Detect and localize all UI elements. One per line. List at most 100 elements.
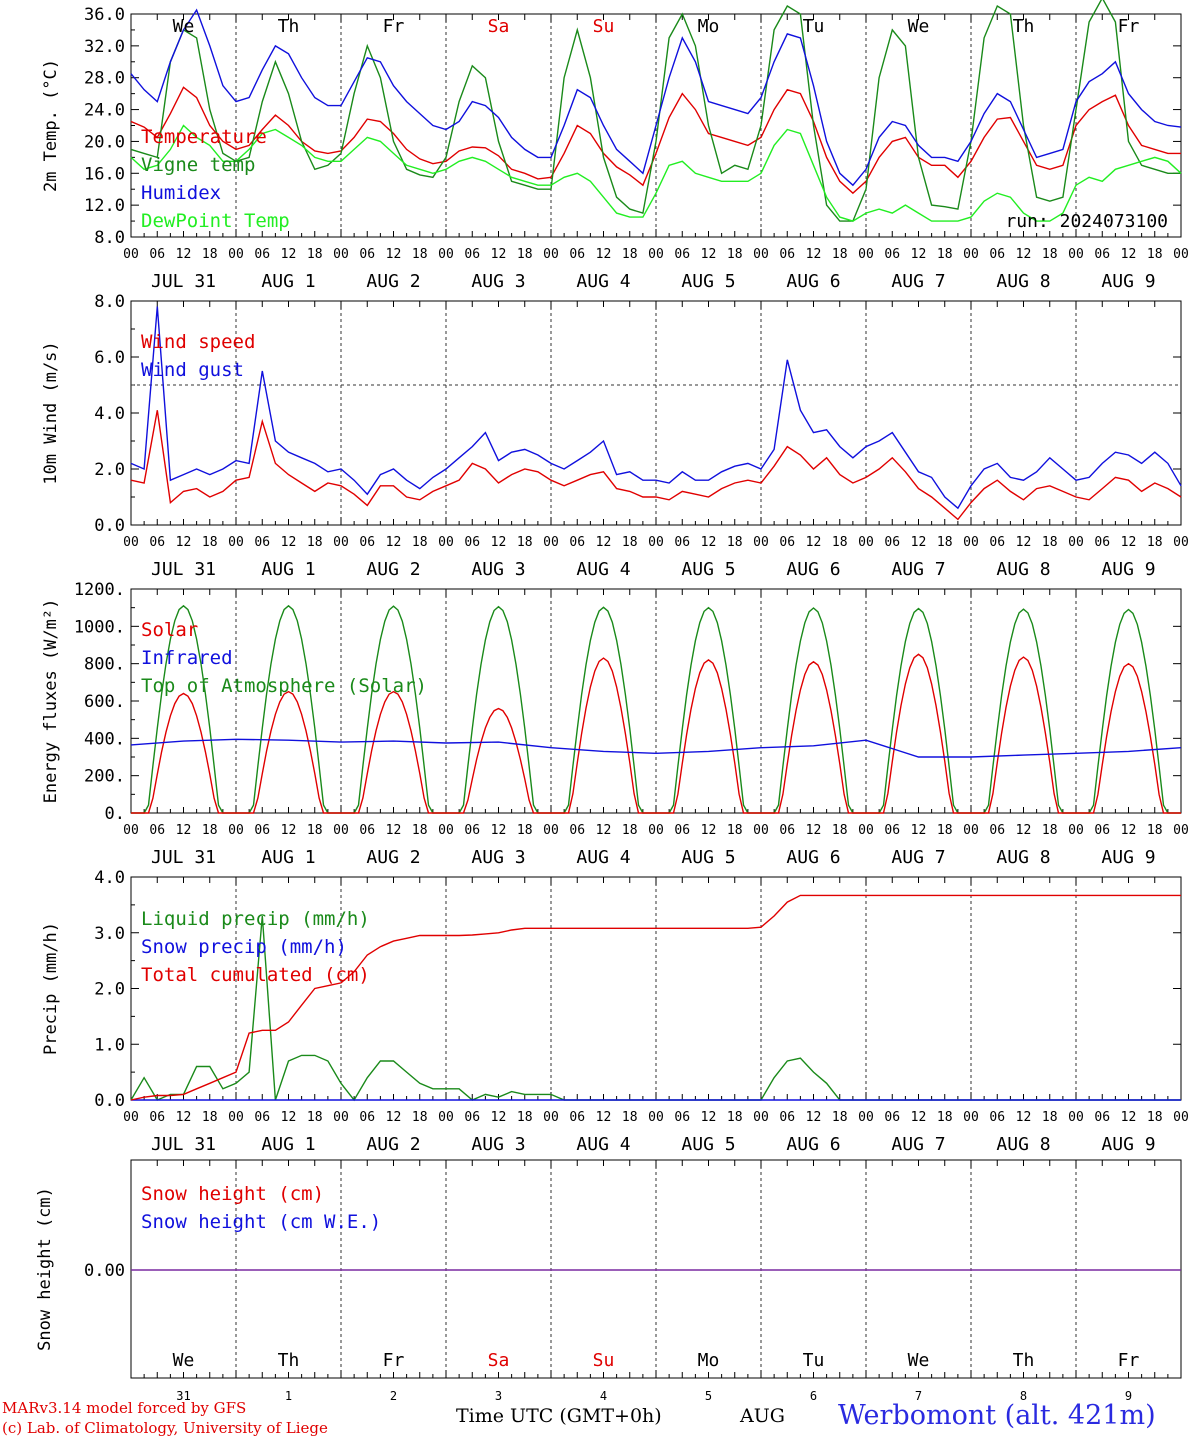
- wind-date-label: AUG 1: [261, 559, 315, 580]
- model-credit: MARv3.14 model forced by GFS: [2, 1399, 247, 1417]
- temperature-date-label: AUG 3: [471, 271, 525, 292]
- wind-date-label: AUG 6: [786, 559, 840, 580]
- weekday-label: Mo: [698, 16, 720, 37]
- precip-y-tick-label: 3.0: [94, 924, 125, 944]
- energy-hour-label: 00: [438, 823, 454, 838]
- energy-y-tick-label: 800.: [84, 655, 125, 675]
- temperature-hour-label: 00: [1173, 247, 1189, 262]
- wind-hour-label: 12: [1016, 535, 1032, 550]
- temperature-y-tick-label: 32.0: [84, 37, 125, 57]
- precip-hour-label: 18: [307, 1110, 323, 1125]
- wind-hour-label: 18: [307, 535, 323, 550]
- wind-date-label: AUG 2: [366, 559, 420, 580]
- energy-y-tick-label: 1200.: [74, 580, 125, 600]
- precip-hour-label: 18: [1042, 1110, 1058, 1125]
- precip-hour-label: 00: [858, 1110, 874, 1125]
- precip-date-label: AUG 9: [1101, 1134, 1155, 1155]
- bottom-weekday-label: We: [908, 1350, 930, 1371]
- weekday-label: Tu: [803, 16, 825, 37]
- temperature-hour-label: 12: [176, 247, 192, 262]
- temperature-y-axis-label: 2m Temp. (°C): [41, 59, 61, 192]
- wind-legend-1: Wind speed: [141, 331, 255, 353]
- precip-hour-label: 00: [543, 1110, 559, 1125]
- energy-hour-label: 18: [622, 823, 638, 838]
- wind-hour-label: 12: [176, 535, 192, 550]
- energy-hour-label: 06: [569, 823, 585, 838]
- temperature-y-tick-label: 8.0: [94, 228, 125, 248]
- energy-hour-label: 00: [648, 823, 664, 838]
- energy-hour-label: 06: [254, 823, 270, 838]
- precip-y-tick-label: 4.0: [94, 868, 125, 888]
- temperature-hour-label: 06: [149, 247, 165, 262]
- energy-hour-label: 12: [386, 823, 402, 838]
- weekday-label: Th: [278, 16, 300, 37]
- wind-hour-label: 18: [517, 535, 533, 550]
- precip-date-label: JUL 31: [151, 1134, 216, 1155]
- temperature-hour-label: 18: [1042, 247, 1058, 262]
- precip-legend-1: Liquid precip (mm/h): [141, 908, 370, 930]
- wind-plot-border: [130, 300, 1182, 526]
- energy-date-label: AUG 7: [891, 847, 945, 868]
- wind-hour-label: 18: [202, 535, 218, 550]
- precip-y-tick-label: 2.0: [94, 980, 125, 1000]
- temperature-hour-label: 18: [832, 247, 848, 262]
- precip-hour-label: 00: [648, 1110, 664, 1125]
- energy-hour-label: 12: [176, 823, 192, 838]
- temperature-hour-label: 18: [727, 247, 743, 262]
- wind-hour-label: 00: [438, 535, 454, 550]
- energy-hour-label: 06: [464, 823, 480, 838]
- energy-hour-label: 18: [1042, 823, 1058, 838]
- energy-y-tick-label: 600.: [84, 692, 125, 712]
- energy-plot-border: [130, 588, 1182, 814]
- bottom-day-number: 5: [705, 1389, 712, 1403]
- precip-date-label: AUG 6: [786, 1134, 840, 1155]
- wind-hour-label: 00: [1173, 535, 1189, 550]
- wind-hour-label: 18: [727, 535, 743, 550]
- energy-hour-label: 06: [884, 823, 900, 838]
- energy-frame: [130, 588, 1182, 814]
- energy-hour-label: 06: [149, 823, 165, 838]
- temperature-hour-label: 12: [701, 247, 717, 262]
- wind-hour-label: 18: [622, 535, 638, 550]
- energy-y-tick-label: 0.: [105, 804, 125, 824]
- bottom-weekday-label: Tu: [803, 1350, 825, 1371]
- precip-hour-label: 00: [123, 1110, 139, 1125]
- temperature-hour-label: 12: [281, 247, 297, 262]
- temperature-hour-label: 12: [1016, 247, 1032, 262]
- energy-y-tick-label: 400.: [84, 729, 125, 749]
- energy-hour-label: 06: [674, 823, 690, 838]
- wind-hour-label: 06: [884, 535, 900, 550]
- lab-credit: (c) Lab. of Climatology, University of L…: [2, 1419, 328, 1437]
- precip-hour-label: 12: [806, 1110, 822, 1125]
- temperature-hour-label: 18: [622, 247, 638, 262]
- energy-hour-label: 00: [543, 823, 559, 838]
- precip-hour-label: 00: [333, 1110, 349, 1125]
- energy-date-label: JUL 31: [151, 847, 216, 868]
- precip-hour-label: 18: [412, 1110, 428, 1125]
- weekday-label: Th: [1013, 16, 1035, 37]
- energy-hour-label: 18: [202, 823, 218, 838]
- bottom-weekday-label: Fr: [1118, 1350, 1140, 1371]
- temperature-hour-label: 12: [491, 247, 507, 262]
- temperature-hour-label: 06: [674, 247, 690, 262]
- weekday-label: Sa: [488, 16, 510, 37]
- energy-date-label: AUG 9: [1101, 847, 1155, 868]
- temperature-y-tick-label: 28.0: [84, 69, 125, 89]
- wind-date-label: AUG 3: [471, 559, 525, 580]
- energy-date-label: AUG 5: [681, 847, 735, 868]
- precip-hour-label: 06: [254, 1110, 270, 1125]
- precip-y-tick-label: 0.0: [94, 1091, 125, 1111]
- wind-hour-label: 06: [464, 535, 480, 550]
- temperature-hour-label: 12: [911, 247, 927, 262]
- energy-y-axis-label: Energy fluxes (W/m²): [41, 599, 61, 804]
- precip-y-axis-label: Precip (mm/h): [41, 922, 61, 1055]
- temperature-hour-label: 12: [596, 247, 612, 262]
- wind-date-label: AUG 9: [1101, 559, 1155, 580]
- temperature-hour-label: 00: [438, 247, 454, 262]
- energy-date-label: AUG 8: [996, 847, 1050, 868]
- energy-hour-label: 12: [1016, 823, 1032, 838]
- energy-legend-1: Solar: [141, 619, 198, 641]
- wind-hour-label: 00: [963, 535, 979, 550]
- weekday-label: We: [173, 16, 195, 37]
- precip-hour-label: 00: [1173, 1110, 1189, 1125]
